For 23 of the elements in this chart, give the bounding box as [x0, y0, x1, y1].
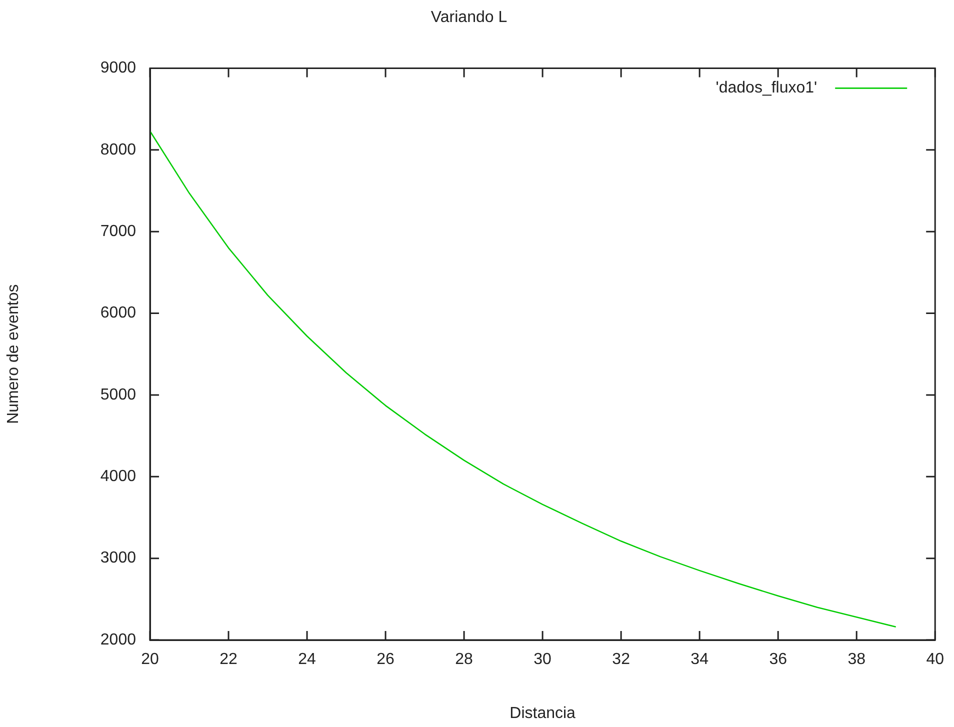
chart-title: Variando L: [430, 9, 508, 26]
y-axis-title: Numero de eventos: [5, 284, 22, 424]
x-tick-label: 26: [376, 651, 395, 668]
x-tick-label: 40: [926, 651, 944, 668]
x-tick-label: 20: [141, 651, 159, 668]
y-tick-label: 3000: [100, 550, 136, 567]
x-tick-label: 24: [298, 651, 316, 668]
x-tick-label: 34: [690, 651, 709, 668]
y-tick-label: 2000: [100, 631, 136, 648]
x-tick-label: 32: [612, 651, 630, 668]
y-tick-label: 6000: [100, 304, 136, 322]
legend-label: 'dados_fluxo1': [716, 80, 818, 97]
y-tick-label: 7000: [100, 222, 136, 240]
x-tick-label: 36: [769, 651, 788, 668]
x-tick-label: 22: [220, 651, 238, 668]
y-tick-label: 9000: [100, 60, 136, 77]
y-tick-label: 4000: [100, 468, 136, 486]
y-tick-label: 5000: [100, 386, 136, 404]
x-tick-label: 38: [848, 651, 866, 668]
y-tick-label: 8000: [100, 141, 136, 158]
x-tick-label: 28: [455, 651, 474, 668]
x-tick-label: 30: [534, 651, 552, 668]
x-axis-title: Distancia: [510, 704, 576, 722]
